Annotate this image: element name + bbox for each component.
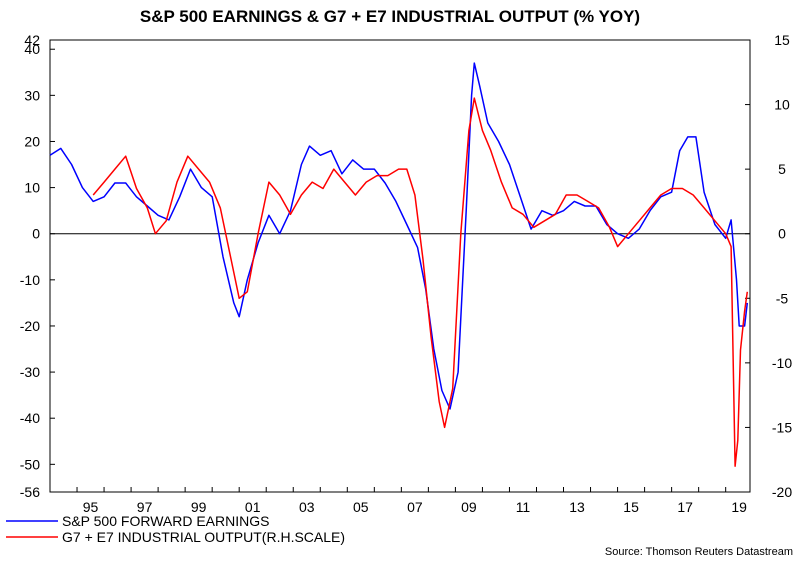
left-tick-label: -56 bbox=[20, 484, 40, 500]
right-tick-label: 15 bbox=[774, 32, 790, 48]
left-tick-label: 40 bbox=[24, 41, 40, 57]
left-tick-label: 0 bbox=[32, 226, 40, 242]
right-tick-label: 0 bbox=[778, 226, 786, 242]
x-tick-label: 15 bbox=[623, 499, 639, 515]
left-tick-label: 10 bbox=[24, 180, 40, 196]
left-tick-label: 30 bbox=[24, 87, 40, 103]
series-group bbox=[49, 62, 749, 467]
legend-label-output: G7 + E7 INDUSTRIAL OUTPUT(R.H.SCALE) bbox=[62, 529, 345, 545]
plot-frame bbox=[49, 39, 751, 493]
left-tick-label: 20 bbox=[24, 133, 40, 149]
x-tick-label: 95 bbox=[83, 499, 99, 515]
left-tick-label: -20 bbox=[20, 318, 40, 334]
source-note: Source: Thomson Reuters Datastream bbox=[605, 546, 793, 558]
series-line-output bbox=[92, 97, 749, 467]
x-tick-label: 03 bbox=[299, 499, 315, 515]
right-tick-label: 10 bbox=[774, 97, 790, 113]
chart-title: S&P 500 EARNINGS & G7 + E7 INDUSTRIAL OU… bbox=[140, 7, 640, 26]
x-tick-label: 99 bbox=[191, 499, 207, 515]
right-tick-label: -5 bbox=[776, 290, 789, 306]
x-tick-label: 09 bbox=[461, 499, 477, 515]
left-tick-label: -10 bbox=[20, 272, 40, 288]
right-axis: 15 10 5 0 -5 -10 -15 -20 bbox=[745, 32, 792, 500]
left-tick-label: -50 bbox=[20, 456, 40, 472]
series-line-earnings bbox=[49, 62, 749, 410]
x-tick-label: 01 bbox=[245, 499, 261, 515]
right-tick-label: 5 bbox=[778, 161, 786, 177]
x-tick-label: 19 bbox=[731, 499, 747, 515]
x-tick-label: 05 bbox=[353, 499, 369, 515]
left-tick-label: -40 bbox=[20, 410, 40, 426]
left-tick-label: 42 bbox=[24, 32, 40, 48]
x-tick-label: 13 bbox=[569, 499, 585, 515]
x-axis: 95 97 99 01 03 05 07 09 11 13 15 17 19 bbox=[49, 487, 747, 515]
legend-label-earnings: S&P 500 FORWARD EARNINGS bbox=[62, 513, 269, 529]
right-tick-label: -15 bbox=[772, 419, 792, 435]
x-tick-label: 97 bbox=[137, 499, 153, 515]
legend: S&P 500 FORWARD EARNINGS G7 + E7 INDUSTR… bbox=[6, 513, 345, 545]
x-tick-label: 17 bbox=[677, 499, 693, 515]
left-tick-label: -30 bbox=[20, 364, 40, 380]
right-tick-label: -20 bbox=[772, 484, 792, 500]
x-tick-label: 11 bbox=[516, 499, 531, 515]
x-tick-label: 07 bbox=[407, 499, 423, 515]
right-tick-label: -10 bbox=[772, 355, 792, 371]
